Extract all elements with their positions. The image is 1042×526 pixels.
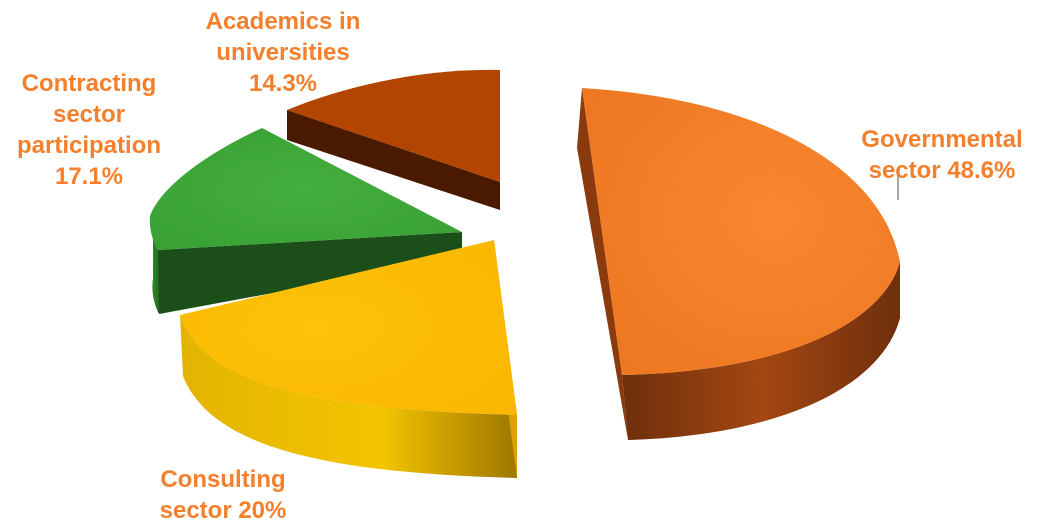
label-consulting: Consulting sector 20% <box>128 464 318 526</box>
slice-academics <box>287 69 500 210</box>
label-academics-line-3: 14.3% <box>248 70 318 97</box>
slice-contracting-inner-face <box>158 232 462 314</box>
slice-consulting-outer-wall <box>180 315 517 478</box>
label-contracting-line-3: participation <box>16 132 161 159</box>
slice-governmental <box>577 88 900 440</box>
label-contracting-line-2: sector <box>52 101 126 128</box>
slice-academics-inner-face <box>287 110 500 210</box>
slice-governmental-inner-face <box>577 88 628 440</box>
label-governmental: Governmental sector 48.6% <box>852 124 1032 186</box>
label-governmental-line-1: Governmental <box>861 126 1023 153</box>
slice-academics-top <box>287 69 500 182</box>
slice-contracting <box>149 128 463 314</box>
label-academics: Academics in universities 14.3% <box>188 6 378 99</box>
slice-governmental-outer-wall <box>622 262 900 440</box>
slice-consulting-top <box>180 240 517 415</box>
label-governmental-line-2: sector 48.6% <box>868 157 1016 184</box>
label-contracting: Contracting sector participation 17.1% <box>0 68 178 192</box>
label-academics-line-2: universities <box>216 39 350 66</box>
label-contracting-line-4: 17.1% <box>54 163 124 190</box>
slice-governmental-top <box>582 88 900 375</box>
label-academics-line-1: Academics in <box>205 8 361 35</box>
label-consulting-line-2: sector 20% <box>159 497 287 524</box>
label-consulting-line-1: Consulting <box>160 466 286 493</box>
slice-contracting-top <box>149 128 463 250</box>
label-contracting-line-1: Contracting <box>21 70 157 97</box>
slice-consulting <box>180 240 517 478</box>
